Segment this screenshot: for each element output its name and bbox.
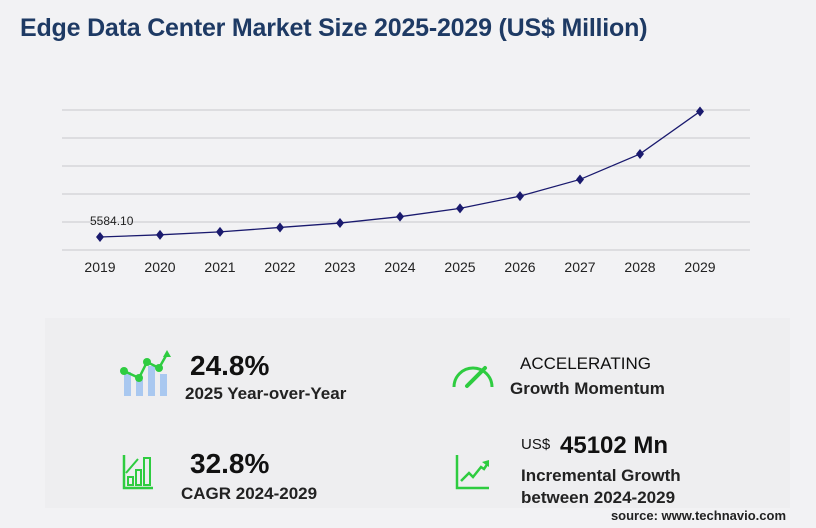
bar-chart-icon xyxy=(122,455,153,490)
data-point-2023 xyxy=(336,218,344,229)
source-note: source: www.technavio.com xyxy=(610,508,786,523)
trend-up-icon xyxy=(455,455,490,490)
cagr-value: 32.8% xyxy=(190,448,270,479)
cagr-label: CAGR 2024-2029 xyxy=(181,484,318,503)
momentum-value: ACCELERATING xyxy=(520,354,651,373)
x-tick-label: 2026 xyxy=(504,259,535,275)
chart-title: Edge Data Center Market Size 2025-2029 (… xyxy=(20,14,648,42)
incr-label-1: Incremental Growth xyxy=(521,466,681,485)
line-chart: 2019 5584.10 2020 2021 2022 2023 2024 2025 2026 2… xyxy=(62,106,750,275)
data-point-2026 xyxy=(516,191,524,202)
data-point-2027 xyxy=(576,174,584,185)
x-tick-label: 2021 xyxy=(204,259,235,275)
x-tick-label: 2028 xyxy=(624,259,655,275)
incr-value: 45102 Mn xyxy=(560,432,669,459)
x-tick-label: 2025 xyxy=(444,259,475,275)
yoy-value: 24.8% xyxy=(190,350,270,381)
data-point-2028 xyxy=(636,148,644,159)
speedometer-icon xyxy=(452,366,494,388)
x-tick-label: 2029 xyxy=(684,259,715,275)
yoy-label: 2025 Year-over-Year xyxy=(185,384,347,403)
incr-prefix: US$ xyxy=(521,436,551,453)
data-point-2029 xyxy=(696,106,704,117)
data-point-2021 xyxy=(216,226,224,237)
data-point-2019 xyxy=(96,231,104,242)
data-point-2020 xyxy=(156,229,164,240)
x-tick-label: 2024 xyxy=(384,259,415,275)
growth-chart-icon xyxy=(120,350,171,396)
data-label: 5584.10 xyxy=(90,214,134,228)
incr-label-2: between 2024-2029 xyxy=(521,488,676,507)
x-tick-label: 2019 xyxy=(84,259,115,275)
data-point-2022 xyxy=(276,222,284,233)
momentum-label: Growth Momentum xyxy=(510,379,665,398)
stats-panel xyxy=(45,318,790,508)
x-tick-label: 2023 xyxy=(324,259,355,275)
data-point-2024 xyxy=(396,211,404,222)
x-tick-label: 2022 xyxy=(264,259,295,275)
x-tick-label: 2027 xyxy=(564,259,595,275)
x-tick-label: 2020 xyxy=(144,259,175,275)
data-point-2025 xyxy=(456,203,464,214)
